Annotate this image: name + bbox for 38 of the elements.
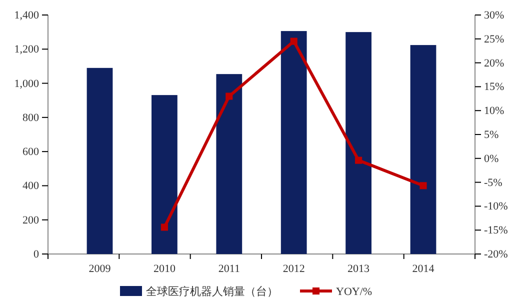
y-tick-label: 800 <box>22 112 40 124</box>
y2-tick-label: 25% <box>484 33 504 46</box>
y2-tick-label: 15% <box>484 81 504 94</box>
point <box>160 224 168 231</box>
legend-label: 全球医疗机器人销量（台） <box>146 285 278 298</box>
bar <box>216 74 242 254</box>
y2-tick-label: 5% <box>484 129 499 142</box>
point <box>420 182 427 190</box>
y2-tick-label: 20% <box>484 57 504 70</box>
x-tick-label: 2011 <box>218 262 240 275</box>
bar <box>152 95 178 254</box>
y-tick-label: 200 <box>22 214 40 226</box>
y-tick-label: 0 <box>34 248 40 261</box>
y-tick-label: 400 <box>22 180 40 192</box>
y2-tick-label: 30% <box>484 10 504 22</box>
point <box>355 156 362 164</box>
bar <box>346 32 372 254</box>
bar <box>410 45 436 254</box>
y2-tick-label: -15% <box>484 224 508 237</box>
y2-tick-label: -5% <box>484 176 502 189</box>
y2-tick-label: -20% <box>484 248 508 261</box>
bar <box>280 31 307 254</box>
bar <box>86 68 113 254</box>
x-tick-label: 2013 <box>348 262 370 275</box>
y-tick-label: 1,000 <box>14 78 40 90</box>
y2-tick-label: 10% <box>484 105 504 118</box>
x-tick-label: 2009 <box>88 262 112 275</box>
y2-tick-label: -10% <box>484 200 508 213</box>
y-tick-label: 600 <box>22 146 40 158</box>
point <box>226 92 233 100</box>
y-tick-label: 1,400 <box>14 10 40 22</box>
point <box>290 38 298 45</box>
x-tick-label: 2012 <box>282 262 305 275</box>
legend-label: YOY/% <box>336 286 372 298</box>
x-tick-label: 2014 <box>412 262 435 275</box>
y2-tick-label: 0% <box>484 152 499 165</box>
y-tick-label: 1,200 <box>14 44 40 56</box>
x-tick-label: 2010 <box>153 262 176 275</box>
